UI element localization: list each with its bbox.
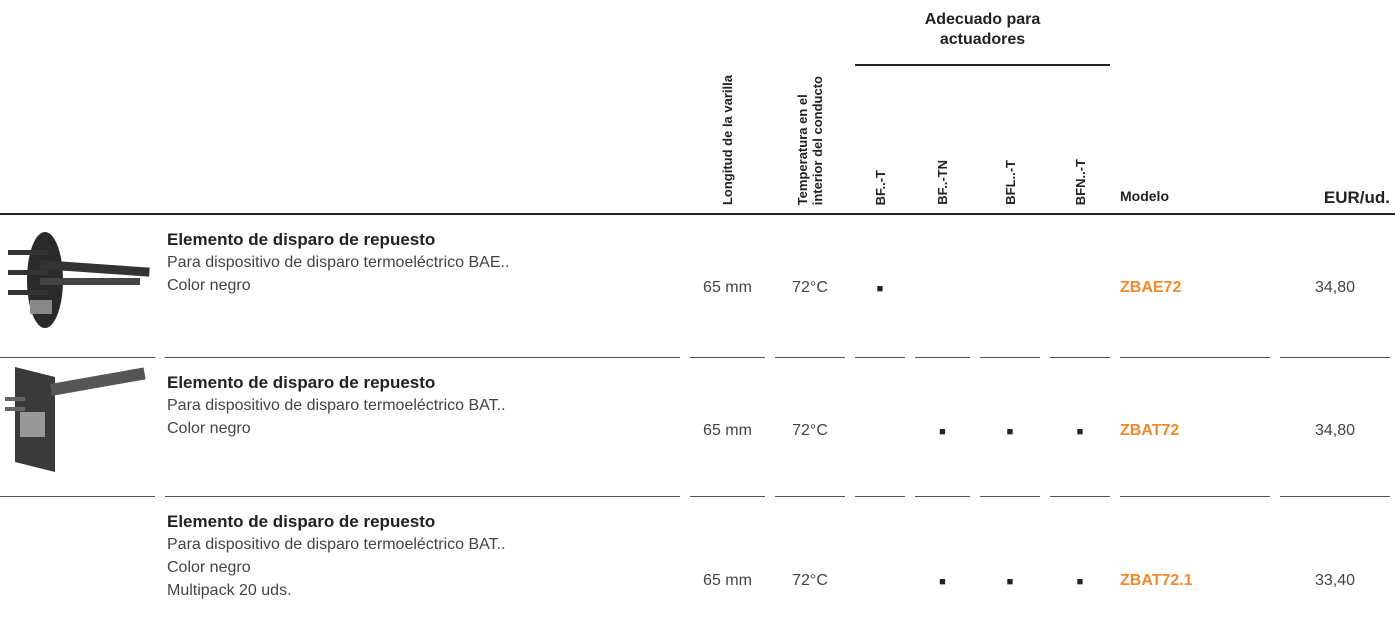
row-separator <box>1050 496 1110 497</box>
row-separator <box>165 357 680 358</box>
product-image <box>5 367 146 472</box>
row-separator <box>690 496 765 497</box>
row-separator <box>1120 357 1270 358</box>
cell: 34,80 <box>1314 279 1356 296</box>
suitability-mark: ■ <box>876 283 884 295</box>
row-title: Elemento de disparo de repuesto <box>167 230 436 249</box>
cell: 72°C <box>792 572 828 589</box>
row-text: Para dispositivo de disparo termoeléctri… <box>167 536 506 553</box>
row-separator <box>690 357 765 358</box>
cell: 72°C <box>792 422 828 439</box>
cell: 65 mm <box>703 279 752 296</box>
column-header: BF..-TN <box>915 0 970 205</box>
column-header: BF..-T <box>855 0 905 205</box>
column-header: Modelo <box>1120 188 1169 204</box>
column-header: Temperatura en el interior del conducto <box>775 0 845 205</box>
model-link: ZBAT72.1 <box>1120 572 1193 589</box>
row-title: Elemento de disparo de repuesto <box>167 373 436 392</box>
row-separator <box>775 496 845 497</box>
row-separator <box>0 357 155 358</box>
product-image <box>8 232 150 328</box>
row-separator <box>165 496 680 497</box>
row-separator <box>1050 357 1110 358</box>
column-header-text: BF..-TN <box>935 160 950 205</box>
column-header-text: BFL..-T <box>1002 160 1018 205</box>
column-header: Longitud de la varilla <box>690 0 765 205</box>
cell: 72°C <box>792 279 828 296</box>
cell: 65 mm <box>703 572 752 589</box>
row-title: Elemento de disparo de repuesto <box>167 512 436 531</box>
group-rule <box>855 64 1110 66</box>
suitability-mark: ■ <box>1006 426 1014 438</box>
row-separator <box>855 357 905 358</box>
row-separator <box>980 357 1040 358</box>
row-text: Color negro <box>167 277 251 294</box>
group-header: Adecuado para actuadores <box>924 11 1041 48</box>
row-separator <box>775 357 845 358</box>
row-separator <box>855 496 905 497</box>
row-separator <box>1280 357 1390 358</box>
header-rule <box>0 213 1395 215</box>
row-separator <box>915 496 970 497</box>
row-separator <box>0 496 155 497</box>
suitability-mark: ■ <box>1006 576 1014 588</box>
column-header-text: Temperatura en el interior del conducto <box>795 75 825 205</box>
row-separator <box>1280 496 1390 497</box>
column-header-text: Longitud de la varilla <box>720 74 735 205</box>
cell: 65 mm <box>703 422 752 439</box>
column-header: BFN..-T <box>1050 0 1110 205</box>
cell: 33,40 <box>1314 572 1356 589</box>
row-text: Para dispositivo de disparo termoeléctri… <box>167 254 510 271</box>
column-header: BFL..-T <box>980 0 1040 205</box>
column-header-text: BF..-T <box>872 169 888 205</box>
row-text: Color negro <box>167 559 251 576</box>
column-header-text: BFN..-T <box>1072 158 1088 205</box>
model-link: ZBAE72 <box>1120 279 1182 296</box>
cell: 34,80 <box>1314 422 1356 439</box>
model-link: ZBAT72 <box>1120 422 1180 439</box>
row-text: Multipack 20 uds. <box>167 582 292 599</box>
row-separator <box>1120 496 1270 497</box>
row-separator <box>915 357 970 358</box>
row-text: Color negro <box>167 420 251 437</box>
suitability-mark: ■ <box>939 576 946 588</box>
suitability-mark: ■ <box>1076 576 1084 588</box>
column-header: EUR/ud. <box>1323 188 1390 207</box>
suitability-mark: ■ <box>1076 426 1084 438</box>
row-text: Para dispositivo de disparo termoeléctri… <box>167 397 506 414</box>
suitability-mark: ■ <box>939 426 946 438</box>
row-separator <box>980 496 1040 497</box>
